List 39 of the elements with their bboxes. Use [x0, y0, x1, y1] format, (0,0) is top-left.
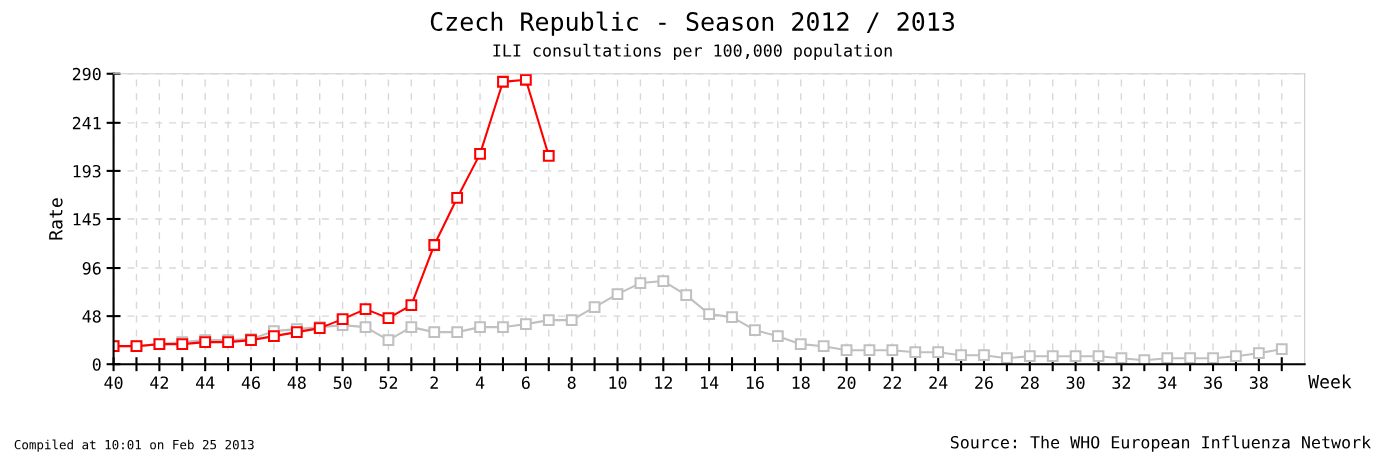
- chart-title: Czech Republic - Season 2012 / 2013: [430, 11, 955, 36]
- y-tick-label: 96: [82, 262, 101, 275]
- x-tick-label: 32: [1112, 376, 1131, 389]
- y-tick-label: 241: [72, 116, 101, 130]
- x-tick-label: 12: [655, 376, 672, 389]
- y-tick-label: 193: [73, 164, 101, 178]
- x-tick-label: 44: [195, 376, 215, 389]
- x-tick-label: 22: [883, 376, 901, 389]
- y-tick-label: 0: [92, 358, 101, 371]
- x-tick-label: 30: [1066, 376, 1085, 389]
- x-axis-title: Week: [1308, 374, 1352, 389]
- source-note: Source: The WHO European Influenza Network: [950, 435, 1371, 452]
- x-tick-label: 8: [567, 376, 576, 389]
- x-tick-label: 48: [287, 376, 306, 389]
- x-tick-label: 34: [1158, 376, 1177, 389]
- x-tick-label: 46: [241, 376, 260, 389]
- x-tick-label: 38: [1249, 376, 1268, 389]
- x-tick-label: 20: [837, 376, 856, 389]
- x-tick-label: 42: [150, 376, 168, 389]
- y-tick-label: 290: [72, 67, 101, 81]
- x-tick-label: 28: [1021, 376, 1039, 389]
- x-tick-label: 2: [430, 376, 438, 389]
- x-tick-label: 16: [746, 376, 764, 389]
- x-tick-label: 4: [475, 376, 485, 389]
- x-tick-label: 18: [792, 376, 810, 389]
- x-tick-label: 50: [333, 376, 352, 389]
- x-tick-label: 40: [104, 376, 123, 389]
- y-tick-label: 145: [73, 213, 101, 226]
- x-tick-label: 26: [975, 376, 993, 389]
- chart-subtitle: ILI consultations per 100,000 population: [493, 43, 892, 61]
- x-tick-label: 6: [521, 376, 530, 389]
- text: Compiled at 10:01 on Feb 25 2013: [14, 439, 254, 452]
- x-tick-label: 14: [701, 376, 719, 389]
- x-tick-label: 24: [929, 376, 948, 389]
- y-tick-label: 48: [82, 310, 101, 323]
- y-axis-title: Rate: [49, 198, 63, 240]
- x-tick-label: 52: [379, 376, 398, 389]
- x-tick-label: 36: [1204, 376, 1222, 389]
- x-tick-label: 10: [609, 376, 627, 389]
